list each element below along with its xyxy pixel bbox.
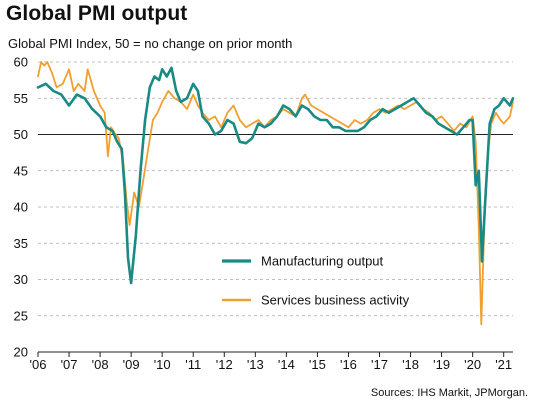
series-lines — [36, 61, 515, 326]
x-tick-label: '13 — [247, 357, 264, 372]
y-tick-label: 55 — [14, 91, 28, 106]
x-tick-label: '07 — [61, 357, 78, 372]
y-tick-label: 45 — [14, 163, 28, 178]
x-tick-label: '16 — [340, 357, 357, 372]
x-tick-label: '10 — [154, 357, 171, 372]
y-axis-ticks: 20 25 30 35 40 45 50 55 60 — [14, 55, 28, 360]
y-tick-label: 40 — [14, 200, 28, 215]
x-tick-label: '15 — [309, 357, 326, 372]
source-note: Sources: IHS Markit, JPMorgan. — [370, 387, 528, 399]
x-tick-label: '20 — [464, 357, 481, 372]
services-activity-line — [37, 61, 514, 326]
x-tick-label: '21 — [495, 357, 512, 372]
legend-services-label: Services business activity — [261, 293, 410, 308]
y-tick-label: 60 — [14, 55, 28, 70]
x-tick-label: '18 — [402, 357, 419, 372]
x-tick-label: '12 — [216, 357, 233, 372]
x-tick-label: '14 — [278, 357, 295, 372]
x-tick-label: '17 — [371, 357, 388, 372]
x-axis-ticks: '06 '07 '08 '09 '10 '11 '12 '13 '14 '15 '16 '17 '18 '… — [30, 352, 512, 372]
y-tick-label: 30 — [14, 272, 28, 287]
y-tick-label: 20 — [14, 345, 28, 360]
x-tick-label: '09 — [123, 357, 140, 372]
x-tick-label: '19 — [433, 357, 450, 372]
chart-title: Global PMI output — [6, 2, 188, 25]
gridlines — [38, 61, 513, 353]
x-tick-label: '06 — [30, 357, 47, 372]
y-tick-label: 50 — [14, 127, 28, 142]
legend-manufacturing-label: Manufacturing output — [261, 254, 384, 269]
y-tick-label: 35 — [14, 236, 28, 251]
x-tick-label: '08 — [92, 357, 109, 372]
y-tick-label: 25 — [14, 308, 28, 323]
legend: Manufacturing output Services business ac… — [222, 254, 410, 308]
manufacturing-output-line — [36, 66, 515, 285]
chart-subtitle: Global PMI Index, 50 = no change on prio… — [8, 36, 293, 51]
x-tick-label: '11 — [185, 357, 201, 372]
